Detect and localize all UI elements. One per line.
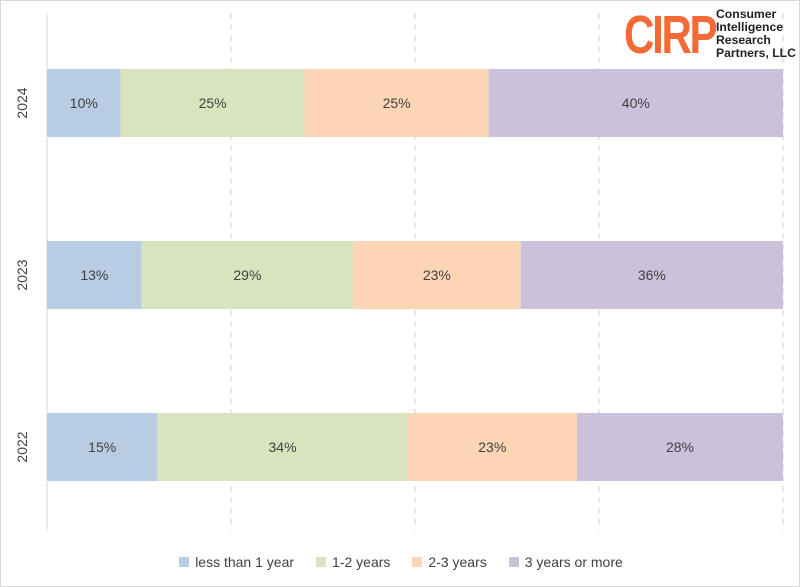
category-label: 2024 bbox=[14, 87, 30, 118]
category-label: 2023 bbox=[14, 259, 30, 290]
logo-line: Research bbox=[716, 33, 771, 47]
data-label: 29% bbox=[233, 267, 261, 283]
bar-segment bbox=[120, 69, 305, 137]
bar-segment bbox=[47, 413, 158, 481]
bar-segment bbox=[47, 69, 121, 137]
legend-item: 2-3 years bbox=[412, 554, 487, 570]
bar-segment bbox=[576, 413, 783, 481]
data-label: 40% bbox=[622, 95, 650, 111]
data-label: 25% bbox=[199, 95, 227, 111]
data-label: 15% bbox=[88, 439, 116, 455]
data-label: 36% bbox=[638, 267, 666, 283]
data-label: 25% bbox=[383, 95, 411, 111]
bar-segment bbox=[141, 241, 354, 309]
bar-segment bbox=[157, 413, 408, 481]
bar-segment bbox=[353, 241, 521, 309]
data-label: 23% bbox=[423, 267, 451, 283]
logo-line: Consumer bbox=[716, 7, 777, 21]
category-label: 2022 bbox=[14, 431, 30, 462]
data-label: 10% bbox=[70, 95, 98, 111]
logo-mark: CIRP bbox=[624, 5, 718, 65]
data-label: 34% bbox=[269, 439, 297, 455]
bar-segment bbox=[488, 69, 783, 137]
data-label: 23% bbox=[478, 439, 506, 455]
cirp-logo: CIRP Consumer Intelligence Research Part… bbox=[624, 5, 796, 65]
bar-segment bbox=[520, 241, 783, 309]
legend-item: 3 years or more bbox=[508, 554, 623, 570]
bar-segment bbox=[407, 413, 577, 481]
legend-swatch bbox=[316, 557, 327, 567]
legend-swatch bbox=[412, 557, 423, 567]
bar-segment bbox=[47, 241, 142, 309]
legend-swatch bbox=[179, 557, 190, 567]
legend-swatch bbox=[508, 557, 519, 567]
bar-segment bbox=[304, 69, 489, 137]
logo-company-name: Consumer Intelligence Research Partners,… bbox=[716, 8, 796, 60]
data-label: 28% bbox=[666, 439, 694, 455]
logo-line: Intelligence bbox=[716, 20, 784, 34]
logo-line: Partners, LLC bbox=[716, 46, 796, 60]
legend-label: less than 1 year bbox=[195, 554, 295, 570]
data-label: 13% bbox=[80, 267, 108, 283]
legend: less than 1 year 1-2 years 2-3 years 3 y… bbox=[1, 554, 800, 570]
legend-label: 1-2 years bbox=[332, 554, 391, 570]
category-labels: 2024 2023 2022 bbox=[14, 87, 30, 462]
legend-label: 2-3 years bbox=[428, 554, 487, 570]
data-labels: 10% 25% 25% 40% 13% 29% 23% 36% 15% 34% 23% 28% bbox=[70, 95, 694, 455]
legend-item: 1-2 years bbox=[316, 554, 390, 570]
bars bbox=[47, 69, 783, 481]
legend-item: less than 1 year bbox=[179, 554, 294, 570]
legend-label: 3 years or more bbox=[524, 554, 623, 570]
